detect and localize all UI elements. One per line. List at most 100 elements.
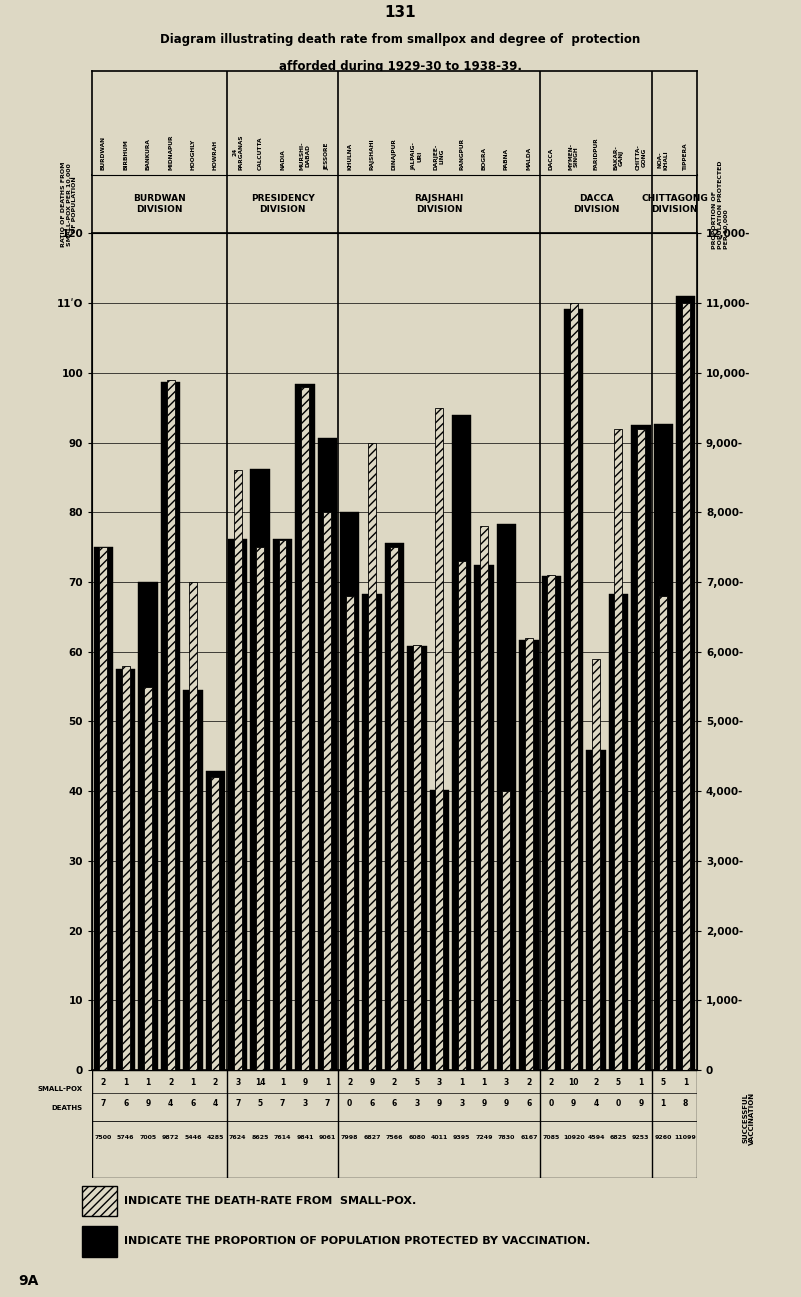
Text: 4285: 4285 (207, 1135, 224, 1140)
Bar (435, 407, 443, 1070)
Text: 9: 9 (302, 1078, 308, 1087)
Text: 0: 0 (549, 1100, 554, 1109)
Text: 3: 3 (504, 1078, 509, 1087)
Bar (564, 309, 583, 1070)
Bar (161, 381, 180, 1070)
Text: 4: 4 (168, 1100, 173, 1109)
Text: 1: 1 (280, 1078, 285, 1087)
Text: 10: 10 (569, 1078, 579, 1087)
Text: BURDWAN
DIVISION: BURDWAN DIVISION (133, 195, 186, 214)
Text: DACCA
DIVISION: DACCA DIVISION (573, 195, 619, 214)
Text: 1: 1 (146, 1078, 151, 1087)
Text: afforded during 1929-30 to 1938-39.: afforded during 1929-30 to 1938-39. (279, 60, 522, 74)
Text: HOWRAH: HOWRAH (213, 140, 218, 170)
Text: 7005: 7005 (139, 1135, 157, 1140)
Text: 6: 6 (526, 1100, 532, 1109)
Text: 1: 1 (661, 1100, 666, 1109)
Text: 7614: 7614 (274, 1135, 292, 1140)
Text: 2: 2 (526, 1078, 532, 1087)
Text: 2: 2 (594, 1078, 598, 1087)
Bar (609, 594, 628, 1070)
Text: BIRBHUM: BIRBHUM (123, 139, 128, 170)
Bar (167, 380, 175, 1070)
Text: 6167: 6167 (520, 1135, 537, 1140)
Text: 6: 6 (369, 1100, 375, 1109)
Bar (452, 415, 471, 1070)
Text: 2: 2 (213, 1078, 218, 1087)
Text: 5: 5 (414, 1078, 420, 1087)
Text: MURSHI-
DABAD: MURSHI- DABAD (300, 141, 310, 170)
Text: PRESIDENCY
DIVISION: PRESIDENCY DIVISION (251, 195, 314, 214)
Text: PROPORTION OF
POPULATION PROTECTED
PER 10,000: PROPORTION OF POPULATION PROTECTED PER 1… (713, 160, 729, 249)
Text: 4: 4 (213, 1100, 218, 1109)
Bar (256, 547, 264, 1070)
Text: 2: 2 (168, 1078, 173, 1087)
Text: JESSORE: JESSORE (324, 143, 330, 170)
Text: 9260: 9260 (654, 1135, 672, 1140)
Text: CALCUTTA: CALCUTTA (258, 136, 263, 170)
Text: BANKURA: BANKURA (146, 137, 151, 170)
Text: 9: 9 (481, 1100, 487, 1109)
Text: 7085: 7085 (542, 1135, 560, 1140)
Text: 9: 9 (638, 1100, 643, 1109)
Text: 2: 2 (101, 1078, 106, 1087)
Bar (570, 303, 578, 1070)
Text: 7: 7 (235, 1100, 240, 1109)
Text: 2: 2 (392, 1078, 397, 1087)
Text: 6: 6 (123, 1100, 128, 1109)
Text: 9395: 9395 (453, 1135, 470, 1140)
Text: 3: 3 (302, 1100, 308, 1109)
Text: 2: 2 (549, 1078, 554, 1087)
Text: 4594: 4594 (587, 1135, 605, 1140)
Bar (676, 296, 695, 1070)
Text: 7624: 7624 (229, 1135, 247, 1140)
Text: KHULNA: KHULNA (347, 143, 352, 170)
Text: MALDA: MALDA (526, 147, 531, 170)
Text: INDICATE THE PROPORTION OF POPULATION PROTECTED BY VACCINATION.: INDICATE THE PROPORTION OF POPULATION PR… (124, 1236, 590, 1246)
Text: 7: 7 (101, 1100, 106, 1109)
Text: JALPAIG-
URI: JALPAIG- URI (412, 143, 422, 170)
Text: 1: 1 (324, 1078, 330, 1087)
Bar (429, 790, 449, 1070)
Text: 9: 9 (437, 1100, 442, 1109)
Text: FARIDPUR: FARIDPUR (594, 137, 598, 170)
Text: DEATHS: DEATHS (52, 1105, 83, 1110)
Bar (139, 581, 158, 1070)
Text: 9061: 9061 (319, 1135, 336, 1140)
Bar (654, 424, 673, 1070)
Bar (144, 686, 152, 1070)
Text: 5446: 5446 (184, 1135, 202, 1140)
Bar (457, 562, 465, 1070)
Text: 6080: 6080 (409, 1135, 425, 1140)
Bar (228, 538, 248, 1070)
Text: 1: 1 (123, 1078, 128, 1087)
Text: 1: 1 (683, 1078, 688, 1087)
Text: 9841: 9841 (296, 1135, 314, 1140)
Text: RANGPUR: RANGPUR (459, 137, 465, 170)
Text: 5: 5 (661, 1078, 666, 1087)
Bar (183, 690, 203, 1070)
Text: 4011: 4011 (431, 1135, 448, 1140)
Bar (340, 512, 360, 1070)
Text: 7500: 7500 (95, 1135, 112, 1140)
Bar (519, 641, 538, 1070)
Text: 7998: 7998 (341, 1135, 358, 1140)
Text: NOA-
KHALI: NOA- KHALI (658, 150, 669, 170)
Text: NADIA: NADIA (280, 149, 285, 170)
Bar (682, 303, 690, 1070)
Text: DINAJPUR: DINAJPUR (392, 137, 397, 170)
Bar (631, 425, 650, 1070)
Text: 1: 1 (638, 1078, 643, 1087)
Text: 9A: 9A (18, 1274, 38, 1288)
Text: SMALL-POX: SMALL-POX (38, 1087, 83, 1092)
Text: 14: 14 (255, 1078, 265, 1087)
Text: BAKAR-
GANJ: BAKAR- GANJ (613, 145, 624, 170)
Bar (189, 582, 197, 1070)
Bar (251, 468, 270, 1070)
Bar (301, 387, 309, 1070)
Text: 9872: 9872 (162, 1135, 179, 1140)
Bar (474, 564, 493, 1070)
Bar (234, 471, 242, 1070)
Bar (586, 750, 606, 1070)
Bar (384, 542, 405, 1070)
